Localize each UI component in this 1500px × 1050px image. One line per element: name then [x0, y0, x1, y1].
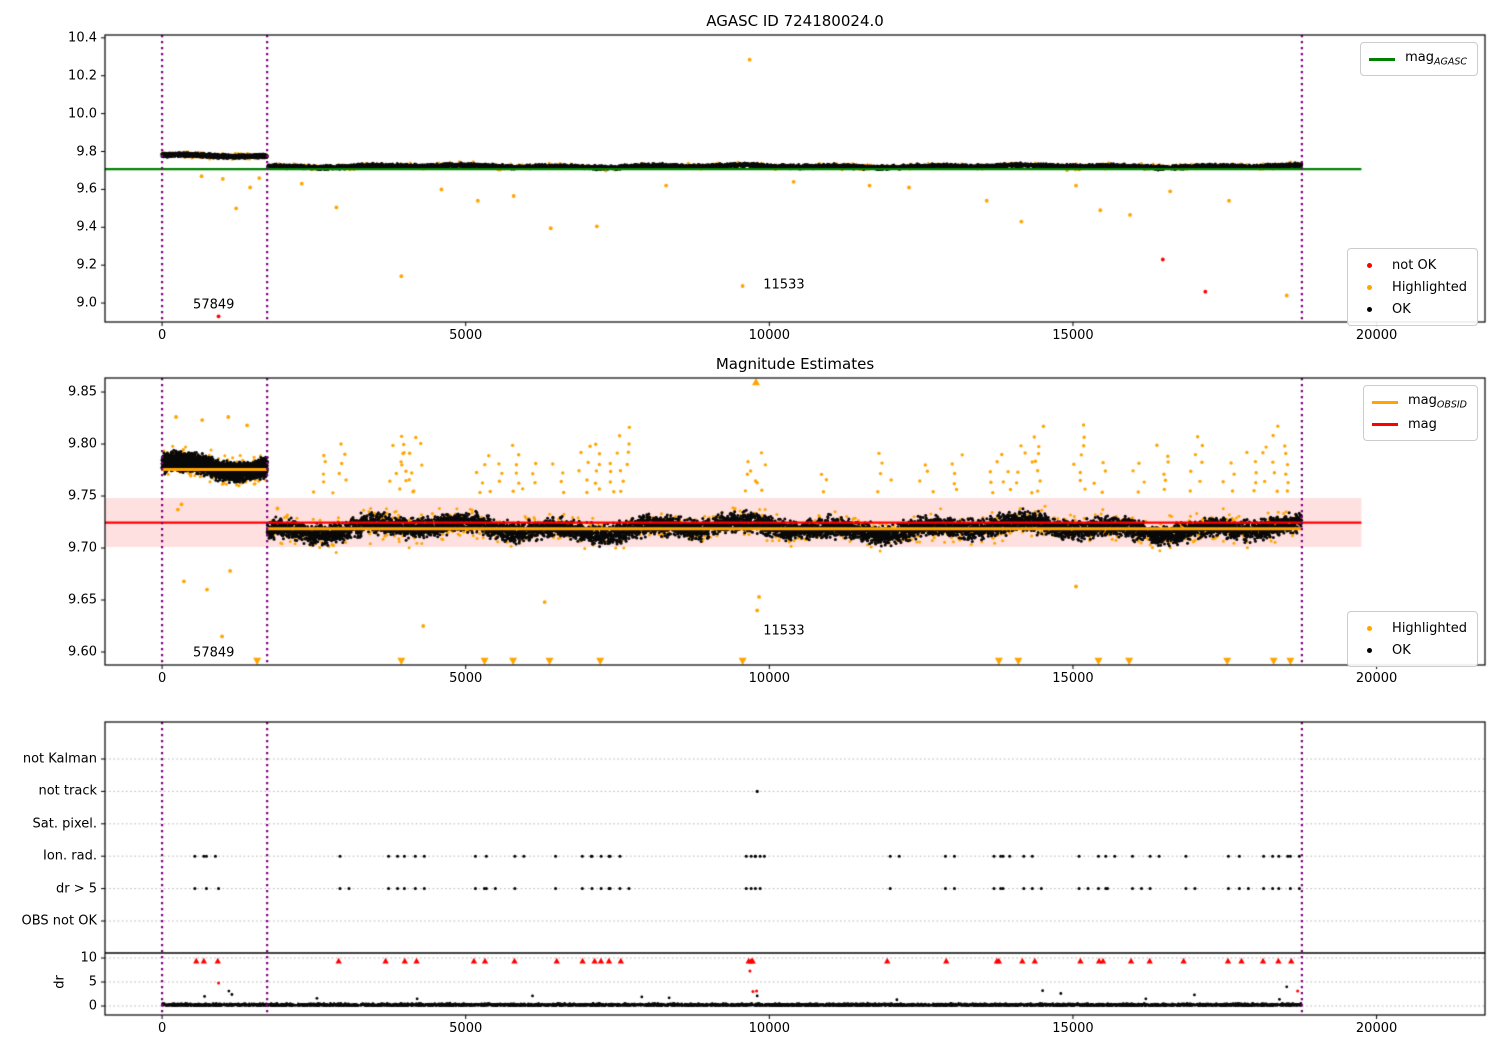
- legend-mag-agasc-panel-upper-right: magAGASC: [1360, 42, 1478, 76]
- legend-label: not OK: [1392, 257, 1437, 273]
- xtick-label: 20000: [1355, 328, 1398, 343]
- category-label: Ion. rad.: [43, 848, 97, 864]
- xtick-label: 0: [157, 328, 167, 343]
- legend-mag-agasc-panel-lower-right: not OK Highlighted OK: [1347, 248, 1478, 326]
- legend-label: OK: [1392, 642, 1411, 658]
- legend-entry: magOBSID: [1371, 391, 1467, 413]
- xtick-label: 20000: [1355, 1021, 1398, 1036]
- ytick-label: 9.6: [76, 181, 97, 197]
- legend-dot-marker: [1356, 306, 1382, 312]
- category-label: not Kalman: [22, 751, 97, 767]
- ytick-label: 9.60: [68, 644, 97, 660]
- xtick-label: 15000: [1052, 1021, 1094, 1036]
- annotation-11533: 11533: [763, 623, 805, 639]
- xtick-label: 15000: [1052, 328, 1094, 343]
- legend-label: Highlighted: [1392, 279, 1467, 295]
- xtick-label: 0: [157, 1021, 167, 1036]
- xtick-label: 20000: [1355, 671, 1398, 686]
- legend-label: magAGASC: [1405, 50, 1467, 68]
- legend-dot-marker: [1356, 625, 1382, 631]
- legend-label: magOBSID: [1407, 393, 1467, 411]
- legend-entry: OK: [1356, 298, 1467, 320]
- legend-line-sample: [1371, 422, 1398, 426]
- category-label: dr > 5: [55, 881, 97, 897]
- chart1-title: AGASC ID 724180024.0: [706, 12, 884, 30]
- legend-line-sample: [1369, 57, 1396, 61]
- xtick-label: 0: [157, 671, 167, 686]
- chart2-title: Magnitude Estimates: [715, 355, 875, 373]
- ytick-label: 9.75: [68, 488, 97, 504]
- legend-dot-marker: [1356, 284, 1382, 290]
- ytick-label: 9.70: [68, 540, 97, 556]
- ytick-label: 9.4: [76, 219, 97, 235]
- legend-line-sample: [1371, 400, 1398, 404]
- dr-tick-label: 10: [80, 950, 97, 966]
- dr-tick-label: 5: [88, 974, 97, 990]
- legend-mag-estimates-panel-lower-right: Highlighted OK: [1347, 611, 1478, 667]
- legend-entry: not OK: [1356, 254, 1467, 276]
- legend-label: mag: [1407, 416, 1437, 432]
- ytick-label: 9.8: [76, 144, 97, 159]
- xtick-label: 15000: [1052, 671, 1094, 686]
- ytick-label: 9.80: [68, 436, 97, 452]
- legend-label: Highlighted: [1392, 620, 1467, 636]
- xtick-label: 5000: [449, 671, 483, 686]
- ytick-label: 9.85: [68, 384, 97, 400]
- xtick-label: 10000: [748, 671, 791, 686]
- category-label: Sat. pixel.: [32, 816, 97, 832]
- legend-entry: mag: [1371, 413, 1467, 435]
- legend-label: OK: [1392, 301, 1411, 317]
- xtick-label: 5000: [449, 1021, 483, 1036]
- legend-dot-marker: [1356, 262, 1382, 268]
- annotation-11533: 11533: [763, 277, 805, 293]
- xtick-label: 10000: [748, 1021, 791, 1036]
- dr-axis-label: dr: [52, 975, 68, 989]
- xtick-label: 10000: [748, 328, 791, 343]
- annotation-57849: 57849: [193, 645, 235, 661]
- ytick-label: 10.4: [68, 30, 97, 46]
- ytick-label: 10.2: [68, 68, 97, 84]
- legend-entry: magAGASC: [1369, 48, 1467, 70]
- ytick-label: 9.2: [76, 257, 97, 273]
- legend-mag-estimates-panel-upper-right: magOBSID mag: [1362, 385, 1478, 441]
- legend-entry: Highlighted: [1356, 617, 1467, 639]
- xtick-label: 5000: [449, 328, 483, 343]
- ytick-label: 10.0: [68, 106, 97, 122]
- annotation-57849: 57849: [193, 297, 235, 313]
- category-label: OBS not OK: [21, 913, 98, 929]
- legend-dot-marker: [1356, 647, 1382, 653]
- ytick-label: 9.65: [68, 592, 97, 608]
- legend-entry: Highlighted: [1356, 276, 1467, 298]
- dr-tick-label: 0: [88, 998, 97, 1014]
- category-label: not track: [38, 783, 97, 799]
- legend-entry: OK: [1356, 639, 1467, 661]
- ytick-label: 9.0: [76, 295, 97, 311]
